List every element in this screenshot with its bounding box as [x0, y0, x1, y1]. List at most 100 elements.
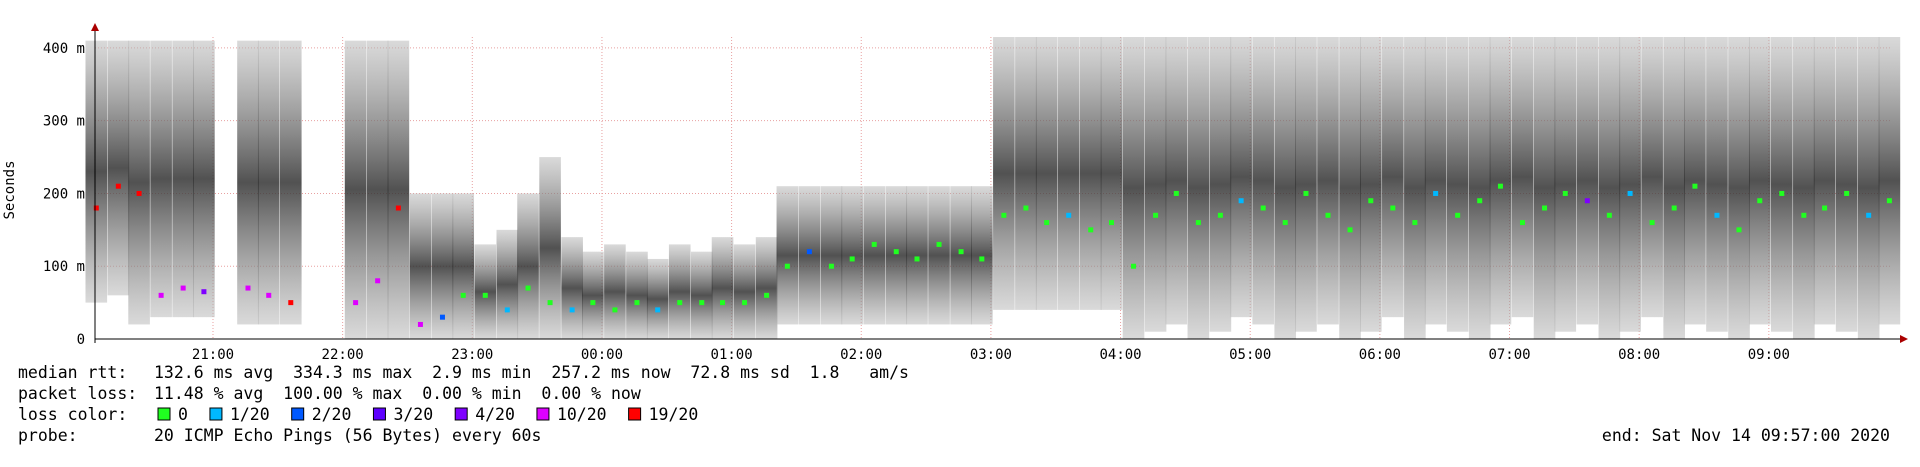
smoke-band: [1382, 37, 1404, 318]
legend-entry: 4/20: [475, 405, 515, 424]
smoke-band: [1035, 37, 1058, 310]
smoke-band: [561, 237, 583, 339]
median-point: [1736, 227, 1742, 233]
median-point: [1779, 190, 1785, 196]
legend-swatch: [536, 407, 550, 421]
x-tick-label: 00:00: [581, 347, 623, 363]
smoke-band: [626, 251, 648, 339]
smoke-band: [1576, 37, 1599, 325]
y-tick-label: 400 m: [43, 41, 85, 57]
x-tick-label: 06:00: [1359, 347, 1401, 363]
stat-text: 11.48 % avg 100.00 % max 0.00 % min 0.00…: [154, 384, 641, 403]
smoke-band: [1100, 37, 1123, 310]
median-point: [288, 300, 294, 306]
median-point: [547, 300, 553, 306]
smoke-band: [1728, 37, 1750, 339]
smoke-band: [1144, 37, 1167, 332]
smoke-band: [128, 40, 150, 325]
median-point: [1714, 212, 1720, 218]
x-tick-label: 04:00: [1099, 347, 1141, 363]
legend-swatch: [454, 407, 468, 421]
median-point: [1497, 183, 1503, 189]
smoke-band: [1663, 37, 1685, 339]
smoke-band: [193, 40, 215, 318]
smoke-band: [1641, 37, 1663, 318]
smoke-band: [1359, 37, 1382, 332]
median-point: [93, 205, 99, 211]
median-point: [1303, 190, 1309, 196]
median-point: [1088, 227, 1094, 233]
median-point: [1562, 190, 1568, 196]
smoke-band: [1295, 37, 1317, 332]
median-point: [115, 183, 121, 189]
smoke-band: [1015, 37, 1037, 310]
median-point: [439, 314, 445, 320]
legend-label: loss color:: [18, 405, 127, 424]
median-point: [1347, 227, 1353, 233]
median-point: [180, 285, 186, 291]
median-point: [1627, 190, 1633, 196]
x-tick-label: 01:00: [711, 347, 753, 363]
smoke-band: [1598, 37, 1621, 339]
smoke-band: [1619, 37, 1641, 332]
smoke-band: [1813, 37, 1836, 325]
smoke-band: [1274, 37, 1297, 339]
median-point: [1844, 190, 1850, 196]
x-tick-label: 22:00: [322, 347, 364, 363]
smoke-band: [906, 186, 928, 325]
smoke-band: [1424, 37, 1447, 325]
median-point: [764, 292, 770, 298]
smoke-band: [1748, 37, 1771, 325]
y-tick-label: 100 m: [43, 259, 85, 275]
x-tick-label: 08:00: [1618, 347, 1660, 363]
probe-label: probe:: [18, 426, 78, 445]
smoke-band: [776, 186, 799, 325]
smoke-band: [733, 244, 756, 339]
smoke-band: [85, 40, 108, 303]
median-point: [1519, 220, 1525, 226]
smoke-band: [971, 186, 993, 325]
smoke-band: [1770, 37, 1793, 332]
median-point: [266, 292, 272, 298]
smoke-band: [452, 193, 475, 339]
x-axis-arrow: [1900, 335, 1908, 343]
median-point: [1433, 190, 1439, 196]
median-point: [958, 249, 964, 255]
legend-swatch: [209, 407, 223, 421]
median-point: [201, 289, 207, 295]
x-tick-label: 07:00: [1488, 347, 1530, 363]
median-point: [525, 285, 531, 291]
smoke-band: [1165, 37, 1188, 325]
median-point: [353, 300, 359, 306]
smoke-band: [107, 40, 130, 296]
median-point: [1131, 263, 1137, 269]
y-tick-label: 300 m: [43, 114, 85, 130]
smoke-band: [1533, 37, 1556, 339]
legend-swatch: [628, 407, 642, 421]
legend-entry: 1/20: [230, 405, 270, 424]
median-point: [1001, 212, 1007, 218]
x-tick-label: 03:00: [970, 347, 1012, 363]
smoke-band: [1857, 37, 1880, 339]
legend-entry: 3/20: [393, 405, 433, 424]
smoke-band: [646, 258, 669, 339]
stat-label: packet loss:: [18, 384, 137, 403]
median-point: [806, 249, 812, 255]
median-point: [1108, 220, 1114, 226]
smoke-band: [885, 186, 908, 325]
smoke-band: [1878, 37, 1901, 325]
median-point: [634, 300, 640, 306]
smoke-band: [1209, 37, 1232, 332]
median-point: [158, 292, 164, 298]
median-point: [1195, 220, 1201, 226]
median-point: [936, 241, 942, 247]
smoke-band: [474, 244, 497, 339]
y-axis-title: Seconds: [2, 160, 18, 219]
median-point: [893, 249, 899, 255]
median-point: [482, 292, 488, 298]
median-point: [1238, 198, 1244, 204]
median-point: [136, 190, 142, 196]
smoke-band: [409, 193, 432, 339]
median-point: [742, 300, 748, 306]
